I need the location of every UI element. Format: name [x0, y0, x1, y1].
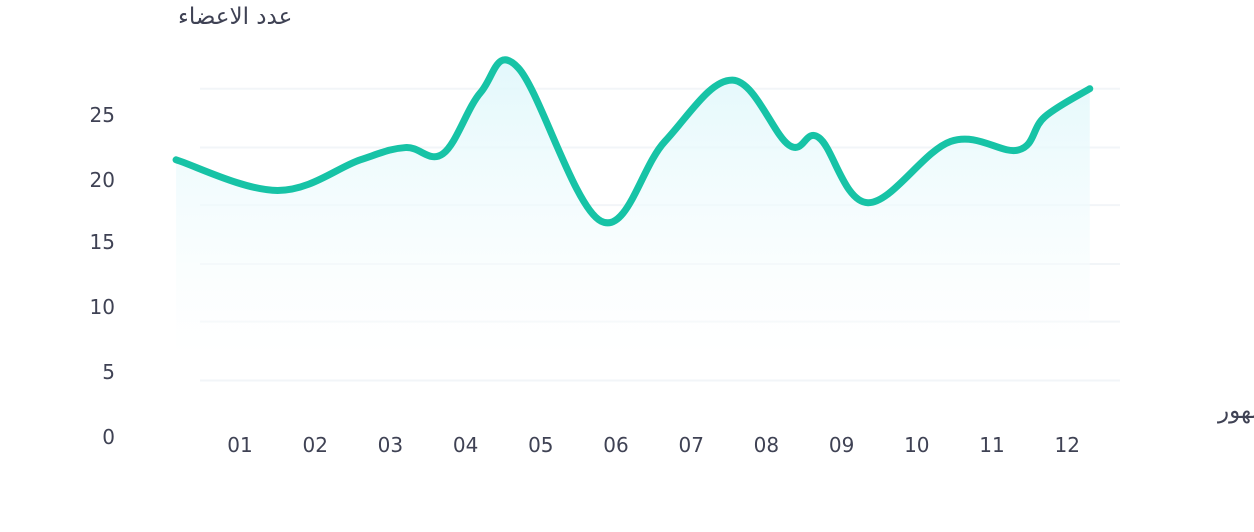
x-tick-label: 02: [302, 433, 327, 457]
x-tick-label: 07: [678, 433, 703, 457]
area-fill-layer: [176, 59, 1090, 356]
x-tick-label: 01: [227, 433, 252, 457]
series-area: [176, 59, 1090, 356]
x-tick-label: 04: [453, 433, 478, 457]
y-tick-label: 15: [90, 230, 115, 254]
x-tick-label: 08: [754, 433, 779, 457]
x-tick-label: 06: [603, 433, 628, 457]
y-tick-label: 10: [90, 295, 115, 319]
series-line: [172, 56, 1094, 227]
x-tick-label: 05: [528, 433, 553, 457]
y-tick-label: 0: [102, 425, 115, 449]
y-tick-label: 25: [90, 103, 115, 127]
series-line-layer: [172, 56, 1094, 227]
x-tick-label: 10: [904, 433, 929, 457]
y-tick-label: 20: [90, 168, 115, 192]
x-tick-label: 12: [1054, 433, 1079, 457]
x-axis-ticks: 01 02 03 04 05 06 07 08 09 10 11 12: [227, 433, 1080, 457]
x-tick-label: 09: [829, 433, 854, 457]
y-tick-label: 5: [102, 360, 115, 384]
x-tick-label: 11: [979, 433, 1004, 457]
x-tick-label: 03: [378, 433, 403, 457]
y-axis-label: عدد الاعضاء: [178, 4, 292, 30]
y-axis-ticks: 0 5 10 15 20 25: [90, 103, 115, 449]
x-axis-label: الشهور: [1217, 398, 1254, 424]
